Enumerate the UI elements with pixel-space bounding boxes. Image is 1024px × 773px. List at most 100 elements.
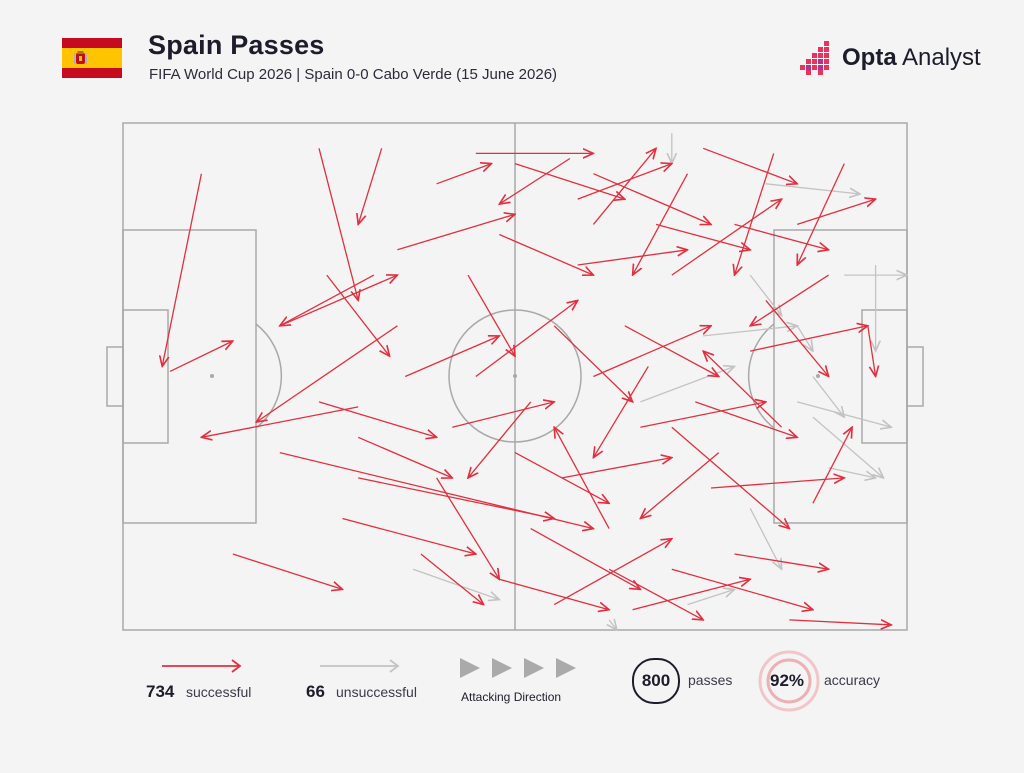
successful-pass-32 (318, 401, 437, 437)
successful-pass-30 (475, 300, 578, 378)
successful-pass-27 (553, 325, 632, 402)
successful-pass-33 (279, 275, 398, 327)
successful-pass-12 (256, 325, 398, 422)
unsuccessful-pass-6 (812, 416, 884, 478)
successful-pass-16 (342, 517, 476, 555)
passes-label: passes (688, 672, 733, 688)
successful-pass-26 (671, 199, 782, 276)
successful-pass-63 (404, 336, 499, 378)
successful-pass-60 (750, 274, 829, 326)
successful-pass-58 (640, 452, 720, 519)
successful-pass-9 (633, 173, 689, 275)
successful-pass-34 (397, 214, 515, 251)
unsuccessful-pass-9 (749, 508, 781, 569)
successful-pass-20 (671, 568, 813, 610)
successful-pass-24 (710, 478, 844, 489)
successful-pass-13 (201, 406, 359, 437)
unsuccessful-pass-1 (765, 183, 860, 194)
brand-name-light: Analyst (896, 44, 981, 71)
successful-pass-56 (468, 401, 532, 478)
successful-pass-47 (593, 173, 711, 225)
accuracy-ring-icon (758, 650, 820, 712)
successful-pass-49 (797, 199, 875, 226)
successful-pass-21 (789, 620, 891, 625)
left-goal (106, 346, 124, 407)
right-penalty-area (773, 229, 908, 524)
unsuccessful-pass-2 (796, 325, 813, 351)
successful-pass-0 (162, 173, 203, 367)
successful-pass-39 (867, 325, 876, 377)
successful-pass-42 (624, 325, 719, 377)
unsuccessful-pass-7 (640, 366, 734, 403)
centre-spot (513, 374, 517, 378)
left-penalty-arc (255, 323, 283, 429)
successful-pass-35 (467, 274, 515, 356)
unsuccessful-count: 66 (306, 682, 325, 701)
left-six-yard-box (122, 309, 169, 444)
successful-pass-61 (577, 164, 672, 200)
successful-pass-59 (703, 351, 783, 428)
successful-pass-37 (734, 223, 829, 249)
successful-pass-45 (499, 578, 609, 609)
accuracy-value: 92% (770, 671, 805, 690)
spain-flag-icon (62, 38, 122, 78)
successful-pass-55 (420, 553, 484, 605)
successful-count: 734 (146, 682, 175, 701)
successful-pass-51 (734, 553, 829, 569)
successful-pass-19 (632, 579, 751, 611)
accuracy-label: accuracy (824, 672, 881, 688)
successful-pass-43 (655, 223, 750, 249)
unsuccessful-pass-12 (812, 376, 844, 418)
successful-pass-54 (452, 402, 554, 428)
unsuccessful-arrow-icon (320, 659, 400, 673)
right-goal (906, 346, 924, 407)
attacking-direction-icon (460, 658, 576, 678)
successful-arrow-icon (162, 659, 242, 673)
successful-pass-3 (358, 148, 383, 224)
successful-pass-28 (554, 427, 610, 529)
opta-analyst-logo: Opta Analyst (798, 40, 981, 76)
successful-pass-57 (593, 366, 649, 457)
successful-pass-40 (812, 427, 852, 504)
successful-pass-17 (232, 553, 343, 589)
successful-pass-48 (702, 147, 797, 184)
unsuccessful-pass-14 (609, 620, 617, 630)
passes-badge: 800 (632, 658, 680, 704)
pitch-markings (106, 122, 924, 631)
successful-pass-62 (514, 162, 625, 200)
successful-label: successful (186, 684, 252, 700)
centre-circle (448, 309, 582, 443)
pitch-outline (122, 122, 908, 631)
successful-pass-29 (514, 452, 609, 504)
left-penalty-area (122, 229, 257, 524)
successful-pass-14 (279, 451, 594, 529)
page-subtitle: FIFA World Cup 2026 | Spain 0-0 Cabo Ver… (149, 66, 558, 83)
successful-pass-18 (553, 539, 672, 606)
successful-pass-5 (280, 274, 375, 326)
right-penalty-spot (816, 374, 820, 378)
successful-pass-64 (326, 274, 390, 356)
successful-pass-6 (436, 164, 492, 185)
opta-logo-icon (800, 41, 829, 75)
successful-pass-10 (735, 153, 775, 275)
successful-pass-46 (561, 458, 672, 479)
successful-pass-36 (695, 401, 797, 437)
successful-pass-65 (357, 436, 452, 478)
attacking-direction-label: Attacking Direction (461, 690, 562, 704)
unsuccessful-label: unsuccessful (336, 684, 417, 700)
successful-pass-52 (608, 568, 703, 620)
successful-pass-31 (436, 477, 500, 579)
right-six-yard-box (861, 309, 908, 444)
left-penalty-spot (210, 374, 214, 378)
successful-pass-2 (318, 148, 358, 300)
successful-pass-44 (530, 528, 641, 590)
brand-name: Opta Analyst (842, 44, 981, 72)
unsuccessful-pass-8 (703, 326, 797, 337)
unsuccessful-pass-5 (797, 401, 891, 427)
successful-pass-1 (169, 341, 233, 372)
successful-pass-22 (593, 326, 711, 378)
successful-pass-23 (640, 402, 766, 428)
unsuccessful-pass-10 (412, 568, 499, 599)
